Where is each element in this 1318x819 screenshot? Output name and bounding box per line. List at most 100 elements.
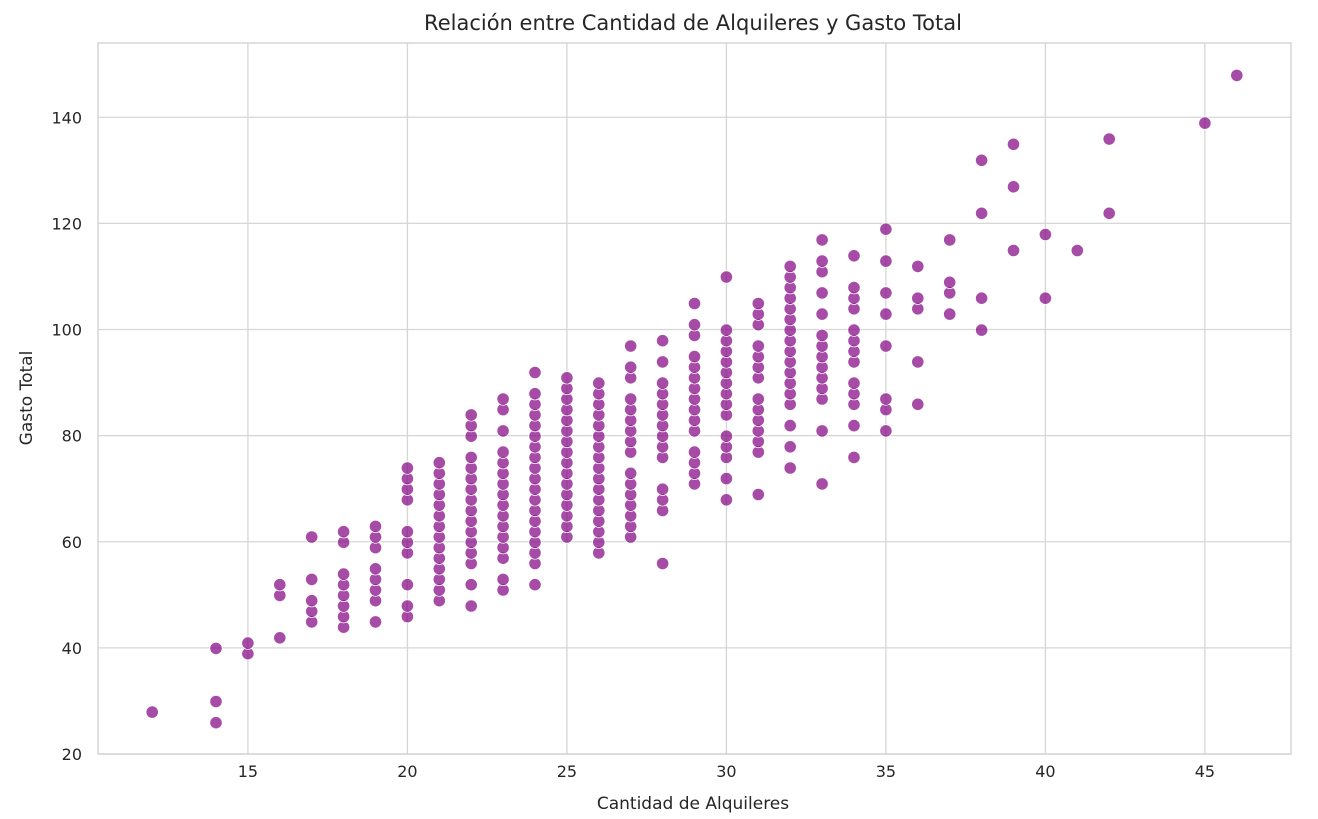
x-tick-label: 30 [716, 762, 736, 781]
scatter-point [879, 286, 893, 300]
scatter-point [464, 408, 478, 422]
scatter-point [273, 631, 287, 645]
scatter-point [815, 328, 829, 342]
scatter-point [879, 254, 893, 268]
x-tick-label: 35 [876, 762, 896, 781]
scatter-point [336, 525, 351, 539]
scatter-point [847, 450, 861, 464]
data-points [145, 68, 1244, 730]
scatter-point [209, 641, 223, 656]
scatter-point [879, 424, 893, 438]
scatter-point [879, 222, 893, 236]
scatter-point [911, 355, 925, 369]
scatter-point [592, 376, 606, 390]
scatter-point [655, 355, 670, 369]
scatter-point [1102, 206, 1116, 220]
scatter-point [879, 307, 893, 321]
scatter-point [815, 286, 829, 300]
scatter-point [815, 477, 829, 491]
scatter-point [368, 562, 383, 576]
scatter-point [1102, 132, 1116, 146]
scatter-point [911, 291, 925, 305]
scatter-point [624, 360, 638, 374]
x-tick-label: 15 [238, 762, 258, 781]
scatter-point [496, 572, 510, 587]
scatter-point [847, 418, 861, 433]
scatter-point [847, 249, 861, 263]
scatter-point [687, 445, 702, 459]
scatter-point [432, 456, 446, 470]
scatter-point [496, 392, 510, 406]
scatter-point [624, 466, 638, 480]
scatter-point [624, 339, 638, 353]
scatter-point [400, 461, 414, 475]
scatter-point [368, 615, 383, 629]
scatter-point [783, 259, 797, 273]
y-axis-label: Gasto Total [17, 351, 37, 446]
y-tick-label: 60 [62, 533, 82, 552]
scatter-point [496, 445, 510, 459]
x-tick-labels: 15 20 25 30 35 40 45 [238, 762, 1215, 781]
scatter-point [911, 397, 925, 411]
scatter-point [783, 418, 797, 433]
scatter-point [241, 636, 255, 650]
scatter-point [974, 206, 989, 220]
scatter-point [464, 578, 478, 592]
scatter-point [655, 376, 670, 390]
scatter-point [974, 291, 989, 305]
scatter-point [336, 567, 351, 581]
scatter-point [943, 233, 957, 247]
scatter-point [1038, 227, 1053, 242]
y-tick-labels: 20 40 60 80 100 120 140 [51, 108, 82, 764]
x-axis-label: Cantidad de Alquileres [597, 794, 789, 814]
scatter-point [1006, 180, 1021, 194]
chart-title: Relación entre Cantidad de Alquileres y … [424, 11, 962, 35]
scatter-point [624, 392, 638, 406]
scatter-point [528, 365, 542, 380]
scatter-point [879, 392, 893, 406]
scatter-point [528, 578, 542, 592]
scatter-point [943, 275, 957, 289]
scatter-point [305, 572, 319, 587]
scatter-point [209, 694, 223, 709]
y-tick-label: 100 [51, 321, 82, 340]
scatter-point [1006, 137, 1021, 151]
x-tick-label: 25 [557, 762, 577, 781]
x-tick-label: 45 [1195, 762, 1215, 781]
scatter-point [751, 296, 765, 311]
scatter-point [1070, 243, 1084, 258]
scatter-point [783, 440, 797, 454]
scatter-point [464, 450, 478, 464]
scatter-point [528, 387, 542, 401]
gridlines [98, 43, 1291, 755]
y-tick-label: 140 [51, 108, 82, 127]
scatter-point [751, 392, 765, 406]
scatter-point [400, 525, 414, 539]
scatter-point [496, 424, 510, 438]
scatter-point [719, 471, 734, 486]
scatter-point [943, 307, 957, 321]
scatter-point [719, 429, 734, 443]
y-tick-label: 120 [51, 214, 82, 233]
scatter-point [1038, 291, 1053, 305]
scatter-point [815, 233, 829, 247]
scatter-point [847, 280, 861, 295]
scatter-point [879, 339, 893, 353]
scatter-point [464, 599, 478, 613]
scatter-point [400, 599, 414, 613]
scatter-point [687, 318, 702, 332]
y-tick-label: 20 [62, 745, 82, 764]
scatter-point [815, 424, 829, 438]
scatter-point [400, 578, 414, 592]
scatter-point [655, 334, 670, 348]
y-tick-label: 80 [62, 427, 82, 446]
scatter-point [368, 519, 383, 534]
scatter-point [560, 371, 574, 385]
scatter-point [719, 493, 734, 507]
scatter-point [1198, 116, 1212, 130]
scatter-point [815, 307, 829, 321]
scatter-point [911, 259, 925, 273]
scatter-point [145, 705, 159, 719]
scatter-point [815, 254, 829, 268]
